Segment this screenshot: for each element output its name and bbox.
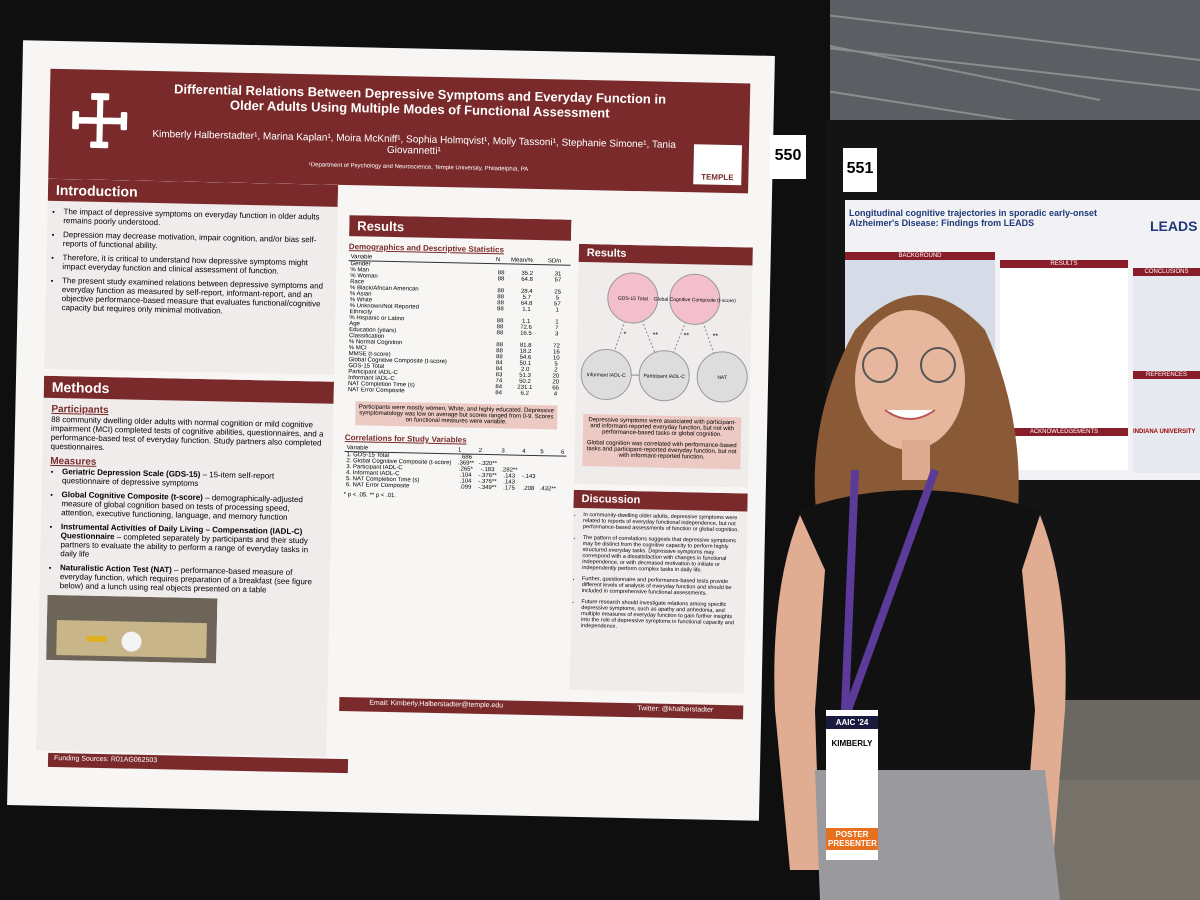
board-number: 550	[770, 135, 806, 179]
summary: Participants were mostly women, White, a…	[355, 401, 558, 430]
edge-label: **	[652, 332, 658, 339]
finding: Global cognition was correlated with per…	[586, 440, 737, 461]
person	[774, 295, 1066, 900]
bullet: Further, questionnaire and performance-b…	[582, 576, 742, 597]
cell: 84	[495, 390, 503, 397]
section-heading: Results	[349, 215, 572, 241]
temple-logo: ☩	[66, 82, 133, 161]
node	[607, 272, 659, 324]
results: Results Demographics and Descriptive Sta…	[339, 215, 572, 720]
email: Email: Kimberly.Halberstadter@temple.edu	[369, 699, 504, 710]
badge-name: KIMBERLY	[831, 739, 873, 748]
badge-role: POSTER PRESENTER	[826, 828, 878, 850]
intro-list: The impact of depressive symptoms on eve…	[45, 201, 337, 318]
cell	[558, 487, 566, 493]
bullet: The pattern of correlations suggests tha…	[582, 535, 743, 574]
cell: -.143	[521, 473, 536, 481]
edge-label: **	[712, 333, 718, 340]
bullet: The impact of depressive symptoms on eve…	[63, 207, 331, 231]
finding: Depressive symptoms were associated with…	[588, 417, 737, 438]
node	[638, 350, 690, 402]
section-heading: BACKGROUND	[845, 252, 995, 260]
badge-event: AAIC '24	[826, 716, 878, 729]
discussion-list: In community-dwelling older adults, depr…	[571, 508, 747, 633]
edge-label: *	[623, 331, 626, 338]
cell: 6. NAT Error Composite	[345, 482, 410, 490]
table-title: Correlations for Study Variables	[344, 433, 467, 445]
authors: Kimberly Halberstadter¹, Marina Kaplan¹,…	[152, 128, 676, 157]
sponsor: INDIANA UNIVERSITY	[1133, 429, 1196, 435]
cell: .432**	[539, 486, 557, 493]
poster-title: Longitudinal cognitive trajectories in s…	[849, 208, 1098, 228]
findings: Depressive symptoms were associated with…	[582, 414, 742, 470]
correlation-table: Variable 1 2 3 4 5 6 1. GDS-15 Total .686 2. Glob…	[344, 445, 567, 493]
measure: Global Cognitive Composite (t-score) – d…	[61, 490, 324, 522]
edge-label: **	[683, 333, 689, 340]
node	[580, 348, 632, 400]
methods: Methods Participants 88 community dwelli…	[36, 375, 335, 757]
node	[669, 273, 721, 325]
measure: Instrumental Activities of Daily Living …	[60, 522, 323, 563]
cell: 6.2	[520, 390, 529, 397]
table-note: * p < .05. ** p < .01.	[343, 492, 397, 500]
paragraph: 88 community dwelling older adults with …	[50, 414, 324, 453]
node	[696, 351, 748, 403]
poster-title: Differential Relations Between Depressiv…	[173, 81, 667, 121]
column: CONCLUSIONS REFERENCES INDIANA UNIVERSIT…	[1133, 268, 1200, 473]
node-label: Global Cognitive Composite (t-score)	[654, 296, 736, 304]
demographics-table: Variable N Mean/% SD/n Gender% Man 88 35.2 31% …	[346, 254, 571, 398]
affiliation: ¹Department of Psychology and Neuroscien…	[308, 162, 529, 173]
bullet: Therefore, it is critical to understand …	[62, 253, 330, 277]
cell: .175	[503, 485, 515, 492]
section-heading: ACKNOWLEDGEMENTS	[1000, 428, 1128, 436]
board-number: 551	[843, 148, 877, 192]
twitter: Twitter: @khalberstadter	[637, 705, 714, 714]
column: RESULTS ACKNOWLEDGEMENTS	[1000, 260, 1128, 470]
poster-header: ☩ Differential Relations Between Depress…	[48, 68, 751, 194]
logo-text: TEMPLE	[693, 144, 743, 186]
cell: .099	[459, 484, 472, 491]
node-label: Informant IADL-C	[587, 372, 626, 379]
nat-photo	[46, 594, 218, 664]
cell: .208	[522, 485, 535, 493]
table-title: Demographics and Descriptive Statistics	[348, 242, 505, 255]
poster-550: ☩ Differential Relations Between Depress…	[7, 40, 775, 821]
section-heading: REFERENCES	[1133, 371, 1200, 379]
measure: Naturalistic Action Test (NAT) – perform…	[60, 563, 323, 595]
bullet: Future research should investigate relat…	[581, 599, 742, 632]
badge: AAIC '24 KIMBERLY POSTER PRESENTER	[826, 710, 878, 860]
discussion: Discussion In community-dwelling older a…	[569, 489, 748, 694]
logo: LEADS	[1150, 218, 1198, 234]
node-label: Participant IADL-C	[643, 373, 685, 380]
cell: 4	[553, 391, 558, 398]
section-heading: CONCLUSIONS	[1133, 268, 1200, 276]
node-label: GDS-15 Total	[618, 296, 648, 303]
bullet: Depression may decrease motivation, impa…	[63, 230, 331, 254]
introduction: Introduction The impact of depressive sy…	[44, 178, 339, 375]
bullet: In community-dwelling older adults, depr…	[583, 512, 743, 533]
section-heading: RESULTS	[1000, 260, 1128, 268]
cell: -.349**	[478, 484, 497, 492]
measures-list: Geriatric Depression Scale (GDS-15) – 15…	[48, 467, 325, 596]
bullet: The present study examined relations bet…	[61, 276, 330, 318]
node-label: NAT	[717, 375, 727, 381]
